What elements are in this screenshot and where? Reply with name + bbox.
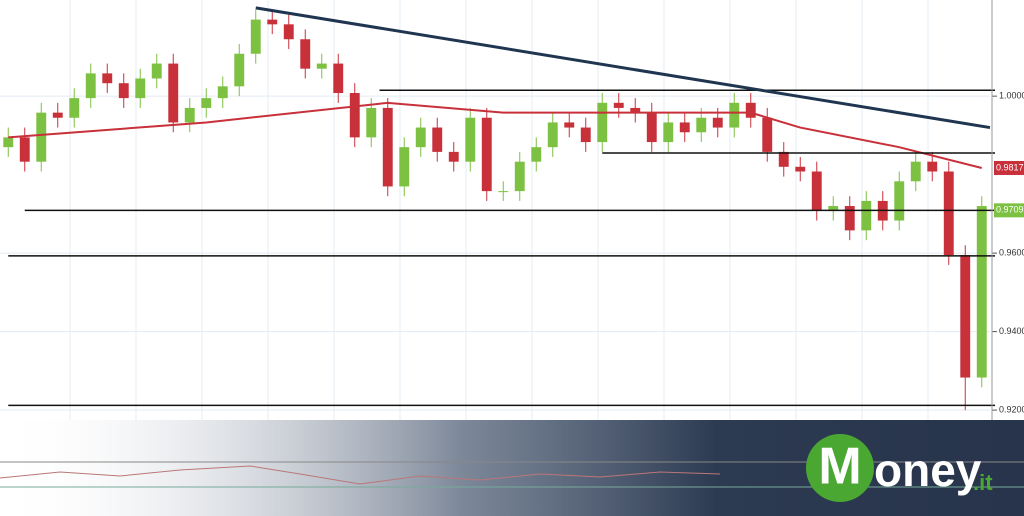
- candle-body: [729, 102, 740, 128]
- candle-body: [696, 117, 707, 133]
- candle-body: [349, 93, 360, 138]
- candle-body: [102, 73, 113, 84]
- candle-body: [762, 117, 773, 152]
- candle-body: [844, 206, 855, 231]
- candle-body: [465, 117, 476, 162]
- candle-body: [976, 206, 987, 378]
- plot: 0.9200 0.9400 0.9600 1.0000 0.9817 0.9709: [3, 6, 1024, 414]
- candle-body: [613, 102, 624, 108]
- candle-body: [300, 39, 311, 69]
- candle-body: [960, 255, 971, 378]
- y-tick-label: 0.9600: [999, 248, 1024, 258]
- candle-body: [415, 127, 426, 148]
- candle-body: [250, 19, 261, 54]
- candle-body: [861, 200, 872, 231]
- price-label: 0.9817: [996, 162, 1024, 172]
- indicator-series: [0, 465, 721, 485]
- candle-body: [663, 122, 674, 143]
- price-label-box: [994, 203, 1024, 218]
- logo-initial: M: [818, 438, 861, 496]
- candle-body: [135, 78, 146, 99]
- candle-body: [267, 19, 278, 25]
- candle-body: [283, 24, 294, 40]
- candle-body: [382, 107, 393, 187]
- candle-body: [943, 171, 954, 256]
- candle-body: [531, 147, 542, 162]
- candle-body: [366, 107, 377, 138]
- candle-body: [580, 127, 591, 143]
- y-tick-label: 1.0000: [999, 91, 1024, 101]
- candle-body: [184, 107, 195, 123]
- price-label-box: [994, 160, 1024, 175]
- y-tick-label: 0.9400: [999, 326, 1024, 336]
- candle-body: [36, 112, 47, 162]
- logo-circle: [806, 434, 874, 502]
- candle-body: [828, 206, 839, 211]
- candle-body: [316, 63, 327, 69]
- candle-body: [333, 63, 344, 94]
- price-label: 0.9709: [996, 205, 1024, 215]
- candle-body: [745, 102, 756, 118]
- candle-body: [514, 161, 525, 192]
- trend-line: [255, 6, 991, 130]
- moving-average: [8, 101, 982, 169]
- candle-body: [201, 98, 212, 108]
- candle-body: [910, 161, 921, 182]
- candle-body: [481, 117, 492, 192]
- y-tick-label: 0.9200: [999, 404, 1024, 414]
- candle-body: [547, 122, 558, 148]
- candle-body: [168, 63, 179, 123]
- candle-body: [217, 86, 228, 99]
- logo-suffix: .it: [973, 470, 993, 495]
- candle-body: [52, 112, 63, 118]
- candle-body: [234, 53, 245, 87]
- candle-body: [795, 166, 806, 172]
- candle-body: [19, 137, 30, 162]
- candle-body: [432, 127, 443, 152]
- candle-body: [712, 117, 723, 128]
- candle-body: [118, 83, 129, 99]
- candle-body: [498, 191, 509, 193]
- candle-body: [679, 122, 690, 133]
- candle-body: [811, 171, 822, 211]
- candle-body: [85, 73, 96, 99]
- candle-body: [448, 151, 459, 162]
- candle-body: [151, 63, 162, 79]
- candle-body: [597, 102, 608, 143]
- candle-body: [399, 147, 410, 187]
- candle-body: [927, 161, 938, 172]
- candle-body: [894, 181, 905, 221]
- candle-body: [646, 112, 657, 143]
- candle-body: [69, 98, 80, 118]
- logo-text: oney: [874, 444, 982, 496]
- candle-body: [564, 122, 575, 128]
- candle-body: [630, 107, 641, 113]
- candle-body: [3, 137, 14, 148]
- candle-body: [778, 151, 789, 167]
